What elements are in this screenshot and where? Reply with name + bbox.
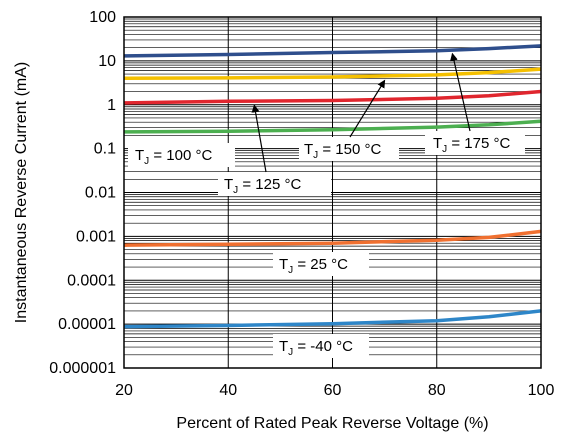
x-axis-ticks: 20 40 60 80 100 [115, 382, 554, 399]
x-tick-label: 80 [428, 382, 446, 399]
series-line-3 [123, 119, 542, 134]
y-tick-label: 1 [107, 97, 116, 114]
series-line-4 [123, 229, 542, 247]
annotation-box [273, 334, 369, 358]
annotation-label: TJ = 125 °C [224, 176, 301, 196]
x-tick-label: 40 [219, 382, 237, 399]
annotation-label: TJ = 100 °C [135, 147, 212, 167]
annotations: TJ = 175 °C TJ = 150 °CTJ = 125 °C TJ = 10… [128, 52, 525, 358]
series-line-2 [123, 89, 542, 105]
grid [124, 17, 541, 369]
annotation-arrow [450, 52, 471, 132]
y-axis-ticks: 0.000001 0.00001 0.0001 0.001 0.01 0.1 1 10 100 [49, 9, 116, 377]
annotation-label: TJ = 150 °C [304, 141, 381, 161]
series-line-5 [123, 309, 542, 329]
annotation-box [273, 252, 369, 276]
x-tick-label: 60 [324, 382, 342, 399]
y-tick-label: 100 [89, 9, 116, 26]
y-axis-title: Instantaneous Reverse Current (mA) [13, 62, 30, 323]
y-tick-label: 0.1 [94, 141, 116, 158]
annotation-label: TJ = 25 °C [279, 256, 348, 276]
x-tick-label: 20 [115, 382, 133, 399]
annotation-box [218, 172, 331, 196]
series-line-0 [123, 44, 542, 58]
series-layer [123, 44, 542, 329]
annotation-box [128, 143, 235, 167]
x-tick-label: 100 [528, 382, 555, 399]
y-tick-label: 0.0001 [67, 272, 116, 289]
y-tick-label: 0.00001 [58, 316, 116, 333]
y-tick-label: 0.01 [85, 185, 116, 202]
y-tick-label: 0.000001 [49, 360, 116, 377]
series-line-1 [123, 67, 542, 81]
x-axis-title: Percent of Rated Peak Reverse Voltage (%… [176, 415, 488, 432]
plot-frame [123, 16, 542, 369]
annotation-arrow [251, 104, 267, 173]
annotation-label: TJ = -40 °C [279, 338, 353, 358]
annotation-box [299, 137, 399, 161]
annotation-box [425, 131, 525, 155]
y-tick-label: 10 [98, 53, 116, 70]
annotation-label: TJ = 175 °C [433, 135, 510, 155]
y-tick-label: 0.001 [76, 228, 116, 245]
annotation-arrow [349, 79, 386, 138]
